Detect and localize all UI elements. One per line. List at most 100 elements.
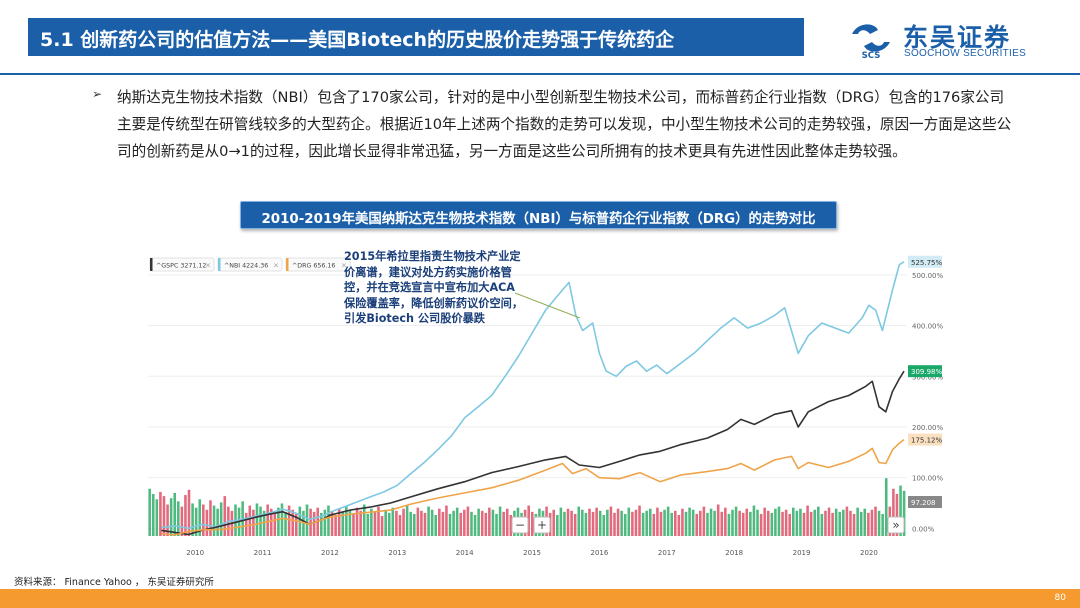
volume-bar bbox=[623, 513, 627, 536]
volume-bar bbox=[202, 504, 205, 536]
volume-bar bbox=[895, 494, 899, 536]
volume-bar bbox=[842, 509, 845, 536]
volume-bar bbox=[420, 510, 423, 536]
volume-bar bbox=[169, 498, 173, 536]
legend-swatch bbox=[150, 258, 153, 271]
volume-bar bbox=[863, 508, 867, 536]
volume-bar bbox=[652, 513, 656, 536]
volume-bar bbox=[387, 512, 391, 536]
logo-english-name: SOOCHOW SECURITIES bbox=[904, 48, 1027, 59]
volume-bar bbox=[177, 501, 180, 536]
volume-bar bbox=[749, 511, 752, 536]
volume-bar bbox=[530, 511, 534, 536]
volume-bar bbox=[502, 511, 505, 536]
legend-label: ^GSPC 3271.12 bbox=[156, 263, 206, 270]
volume-bar bbox=[806, 505, 809, 536]
volume-bar bbox=[505, 508, 509, 536]
volume-bar bbox=[159, 491, 162, 536]
volume-bar bbox=[402, 508, 405, 536]
volume-bar bbox=[616, 508, 620, 536]
volume-bar bbox=[445, 505, 448, 536]
volume-bar bbox=[756, 509, 759, 536]
volume-bar bbox=[902, 490, 906, 536]
end-label-box bbox=[908, 255, 942, 268]
volume-bar bbox=[391, 507, 395, 536]
legend-item: ^GSPC 3271.12× bbox=[149, 257, 215, 272]
volume-bar bbox=[849, 510, 852, 536]
volume-bar bbox=[831, 512, 834, 536]
volume-bar bbox=[287, 505, 291, 536]
volume-bar bbox=[273, 512, 277, 536]
title-divider bbox=[0, 73, 1080, 75]
x-tick-label: 2018 bbox=[725, 549, 743, 557]
volume-bar bbox=[838, 511, 842, 536]
volume-bar bbox=[631, 511, 634, 536]
legend-close-icon[interactable]: × bbox=[341, 262, 347, 270]
chart-nav-controls: − + » bbox=[511, 516, 905, 534]
volume-bar bbox=[337, 508, 341, 536]
series-line-nbi bbox=[161, 261, 905, 530]
volume-bar bbox=[813, 509, 817, 536]
legend-close-icon[interactable]: × bbox=[273, 262, 279, 270]
volume-bar bbox=[867, 512, 870, 536]
x-axis: 2010 2011 2012 2013 2014 2015 2016 2017 2018 2019… bbox=[186, 549, 878, 557]
volume-bar bbox=[155, 499, 159, 536]
volume-bar bbox=[877, 510, 881, 536]
volume-bar bbox=[641, 512, 645, 536]
zoom-in-button[interactable] bbox=[533, 516, 551, 534]
volume-bar bbox=[262, 510, 266, 536]
volume-bar bbox=[266, 504, 269, 536]
x-tick-label: 2020 bbox=[860, 549, 878, 557]
volume-bar bbox=[666, 506, 670, 536]
volume-bar bbox=[602, 515, 606, 536]
volume-bar bbox=[463, 509, 466, 536]
volume-bar bbox=[870, 509, 874, 536]
zoom-out-button[interactable] bbox=[511, 516, 529, 534]
scroll-forward-button[interactable] bbox=[887, 516, 905, 534]
volume-bar bbox=[627, 507, 631, 536]
chart-legend: ^GSPC 3271.12× ^NBI 4224.36 × ^DRG 656.16 × bbox=[149, 257, 351, 272]
chart-series bbox=[161, 261, 905, 536]
volume-bar bbox=[731, 509, 734, 536]
volume-bar bbox=[788, 513, 791, 536]
volume-bar bbox=[774, 508, 777, 536]
volume-bar bbox=[252, 509, 255, 536]
volume-bars bbox=[148, 478, 906, 536]
zoom-out-button-label: − bbox=[515, 518, 525, 532]
volume-bar bbox=[606, 509, 609, 536]
volume-bar bbox=[166, 504, 169, 536]
x-tick-label: 2012 bbox=[321, 549, 339, 557]
chart-annotation: 2015年希拉里指责生物技术产业定价离谱，建议对处方药实施价格管控，并在竞选宣言… bbox=[344, 250, 524, 326]
legend-close-icon[interactable]: × bbox=[205, 262, 211, 270]
volume-bar bbox=[280, 503, 284, 536]
volume-bar bbox=[470, 511, 473, 536]
volume-bar bbox=[784, 509, 788, 536]
arrow-bullet-icon: ➢ bbox=[92, 87, 103, 101]
volume-bar bbox=[334, 515, 337, 536]
volume-bar bbox=[763, 507, 766, 536]
volume-bar bbox=[284, 511, 287, 536]
volume-bar bbox=[681, 508, 684, 536]
volume-bar bbox=[706, 512, 709, 536]
volume-bar bbox=[223, 496, 227, 536]
volume-bar bbox=[259, 506, 262, 536]
source-note: 资料来源： Finance Yahoo ， 东吴证券研究所 bbox=[14, 577, 214, 588]
y-tick-label: 100.00% bbox=[912, 475, 943, 483]
volume-bar bbox=[377, 506, 380, 536]
volume-bar bbox=[434, 515, 438, 536]
end-label-box bbox=[908, 496, 942, 508]
volume-bar bbox=[759, 513, 763, 536]
volume-bar bbox=[691, 509, 695, 536]
volume-bar bbox=[277, 507, 280, 536]
legend-swatch bbox=[286, 258, 289, 271]
legend-item: ^DRG 656.16 × bbox=[285, 257, 351, 272]
chart-title-box: 2010-2019年美国纳斯达克生物技术指数（NBI）与标普药企行业指数（DRG… bbox=[240, 201, 837, 229]
volume-bar bbox=[269, 508, 273, 536]
volume-bar bbox=[824, 510, 827, 536]
volume-bar bbox=[209, 500, 212, 536]
y-tick-label: 300.00% bbox=[912, 373, 943, 381]
y-tick-label: 500.00% bbox=[912, 272, 943, 280]
volume-bar bbox=[373, 511, 377, 536]
volume-bar bbox=[370, 508, 373, 536]
line-chart: ^GSPC 3271.12× ^NBI 4224.36 × ^DRG 656.16 × … bbox=[148, 255, 943, 557]
